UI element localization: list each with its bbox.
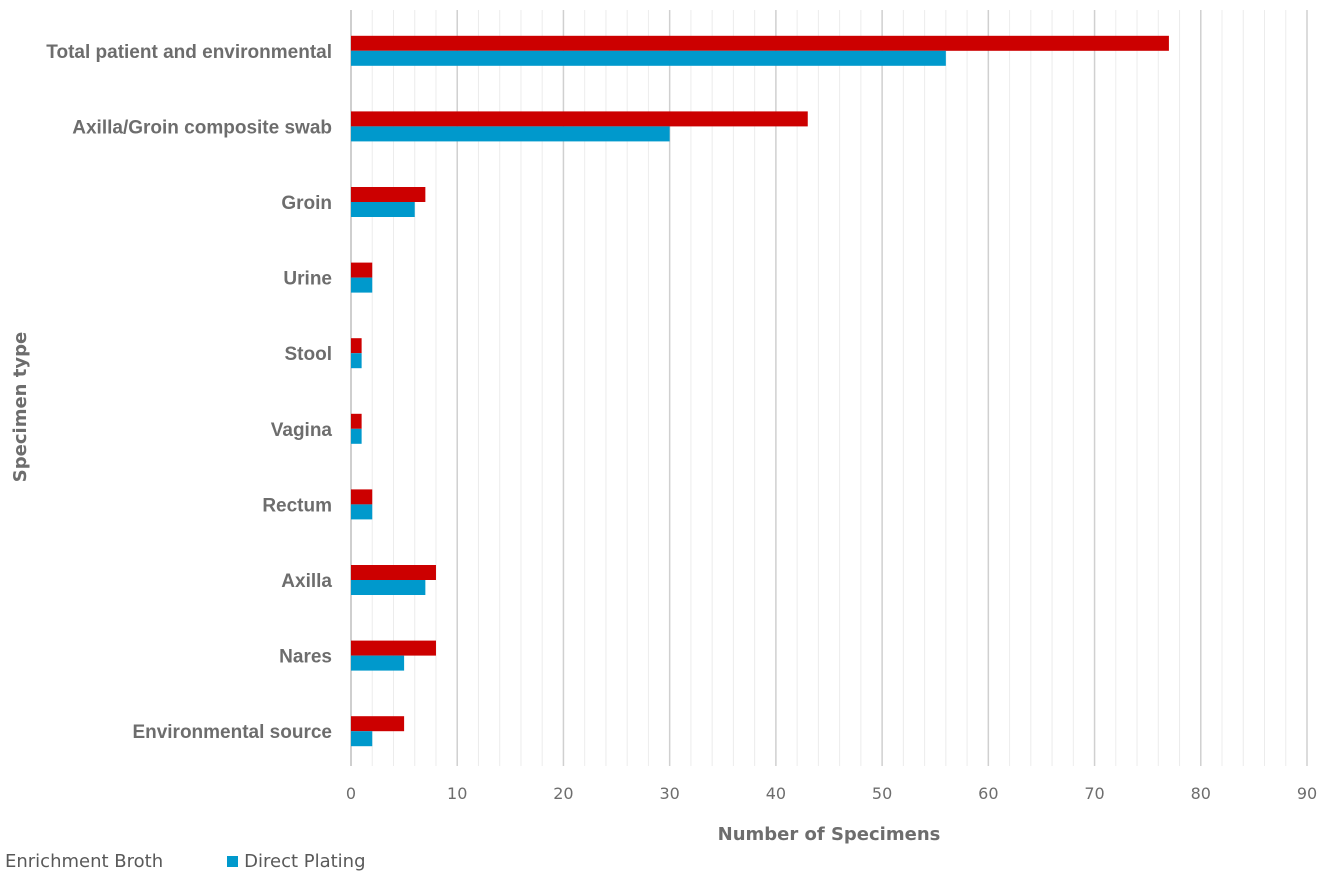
bar-direct-plating: [351, 428, 362, 444]
bar-direct-plating: [351, 731, 373, 747]
bar-enrichment-broth: [351, 35, 1169, 51]
bar-enrichment-broth: [351, 262, 373, 278]
bar-enrichment-broth: [351, 187, 426, 202]
x-tick-label: 40: [766, 784, 786, 803]
bar-direct-plating: [351, 655, 405, 671]
bar-enrichment-broth: [351, 640, 436, 656]
legend-label-enrichment: Enrichment Broth: [5, 851, 164, 872]
x-tick-labels: 0 10 20 30 40 50 60 70 80 90: [346, 784, 1317, 803]
category-label: Axilla/Groin composite swab: [72, 117, 332, 138]
legend-swatch-direct: [227, 856, 239, 867]
y-axis-title: Specimen type: [10, 332, 31, 482]
major-gridlines: [350, 10, 1308, 766]
bar-direct-plating: [351, 353, 362, 369]
x-tick-label: 0: [346, 784, 356, 803]
category-label: Groin: [281, 193, 332, 214]
category-label: Total patient and environmental: [46, 42, 332, 63]
bar-direct-plating: [351, 580, 426, 595]
legend: Enrichment Broth Direct Plating: [0, 851, 366, 872]
bars: [351, 35, 1169, 747]
x-axis-title: Number of Specimens: [718, 824, 941, 845]
x-tick-label: 80: [1191, 784, 1211, 803]
category-label: Nares: [279, 647, 332, 668]
bar-enrichment-broth: [351, 565, 436, 580]
x-tick-label: 10: [447, 784, 467, 803]
bar-direct-plating: [351, 202, 415, 217]
category-label: Rectum: [262, 495, 332, 516]
bar-enrichment-broth: [351, 338, 362, 354]
bar-direct-plating: [351, 126, 670, 142]
x-tick-label: 30: [659, 784, 679, 803]
x-tick-label: 50: [872, 784, 892, 803]
bar-enrichment-broth: [351, 413, 362, 429]
legend-label-direct: Direct Plating: [244, 851, 366, 872]
legend-item-direct: Direct Plating: [227, 851, 366, 872]
bar-enrichment-broth: [351, 111, 808, 127]
bar-enrichment-broth: [351, 716, 405, 732]
category-label: Urine: [283, 269, 332, 290]
x-tick-label: 90: [1297, 784, 1317, 803]
category-label: Environmental source: [132, 722, 332, 743]
x-tick-label: 70: [1084, 784, 1104, 803]
bar-enrichment-broth: [351, 489, 373, 505]
bar-direct-plating: [351, 50, 946, 66]
category-label: Axilla: [281, 571, 332, 592]
category-labels: Total patient and environmental Axilla/Gr…: [46, 42, 332, 743]
x-tick-label: 20: [553, 784, 573, 803]
category-label: Vagina: [271, 420, 333, 441]
bar-direct-plating: [351, 504, 373, 520]
legend-item-enrichment: Enrichment Broth: [0, 851, 163, 872]
category-label: Stool: [285, 344, 333, 365]
x-tick-label: 60: [978, 784, 998, 803]
bar-direct-plating: [351, 277, 373, 293]
